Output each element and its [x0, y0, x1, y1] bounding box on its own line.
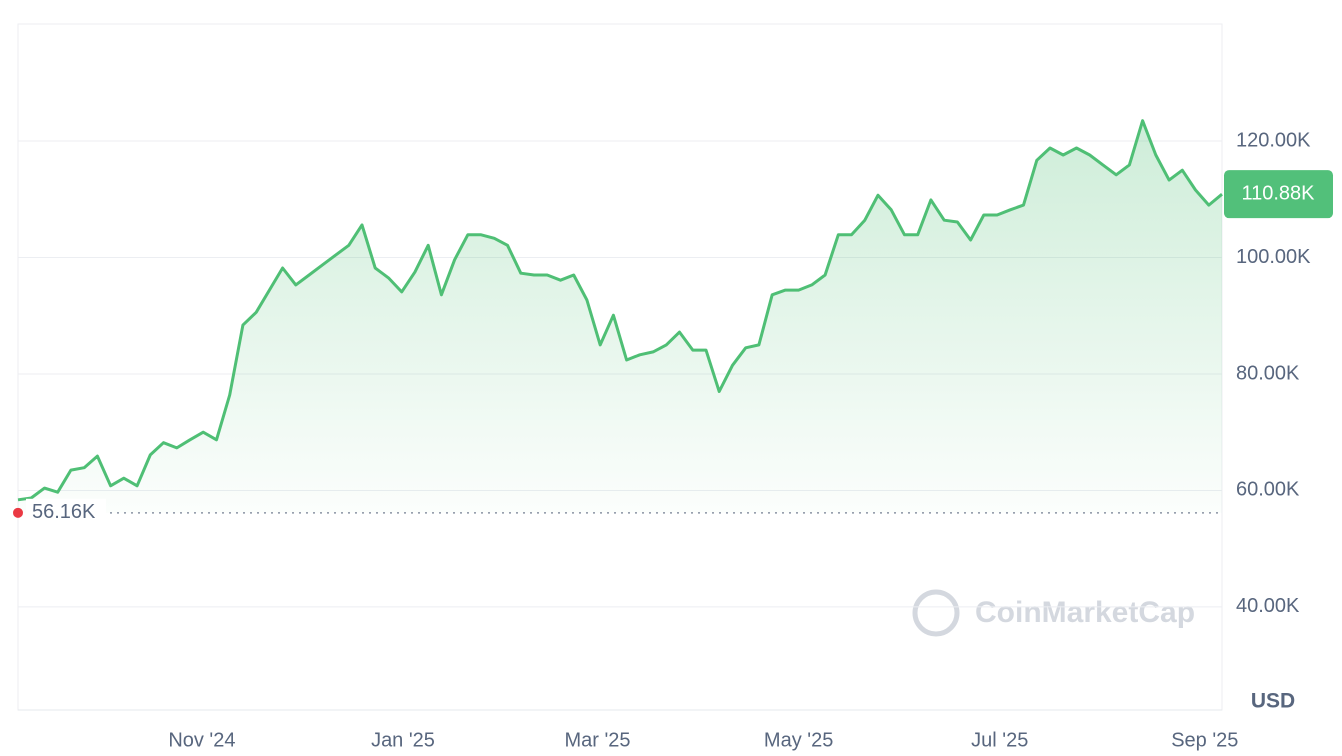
x-tick-label: Jul '25	[971, 729, 1028, 751]
y-tick-label: 80.00K	[1236, 362, 1300, 384]
x-tick-label: Mar '25	[564, 729, 630, 751]
y-tick-label: 100.00K	[1236, 246, 1311, 268]
y-tick-label: 120.00K	[1236, 129, 1311, 151]
x-tick-label: Nov '24	[168, 729, 235, 751]
reference-dot	[13, 507, 23, 518]
watermark-text: CoinMarketCap	[975, 596, 1195, 629]
area	[18, 120, 1222, 513]
watermark-logo	[912, 589, 960, 637]
x-tick-label: Jan '25	[371, 729, 435, 751]
unit-label: USD	[1251, 690, 1295, 713]
watermark: CoinMarketCap	[912, 589, 1195, 637]
price-line	[17, 119, 1223, 502]
y-tick-label: 40.00K	[1236, 595, 1300, 617]
reference-label-bg	[26, 498, 106, 527]
current-price-label: 110.88K	[1241, 182, 1315, 204]
y-tick-label: 60.00K	[1236, 479, 1300, 501]
current-price-box	[1224, 170, 1333, 219]
reference-label: 56.16K	[32, 501, 96, 523]
x-tick-label: Sep '25	[1171, 729, 1238, 751]
x-tick-label: May '25	[764, 729, 833, 751]
